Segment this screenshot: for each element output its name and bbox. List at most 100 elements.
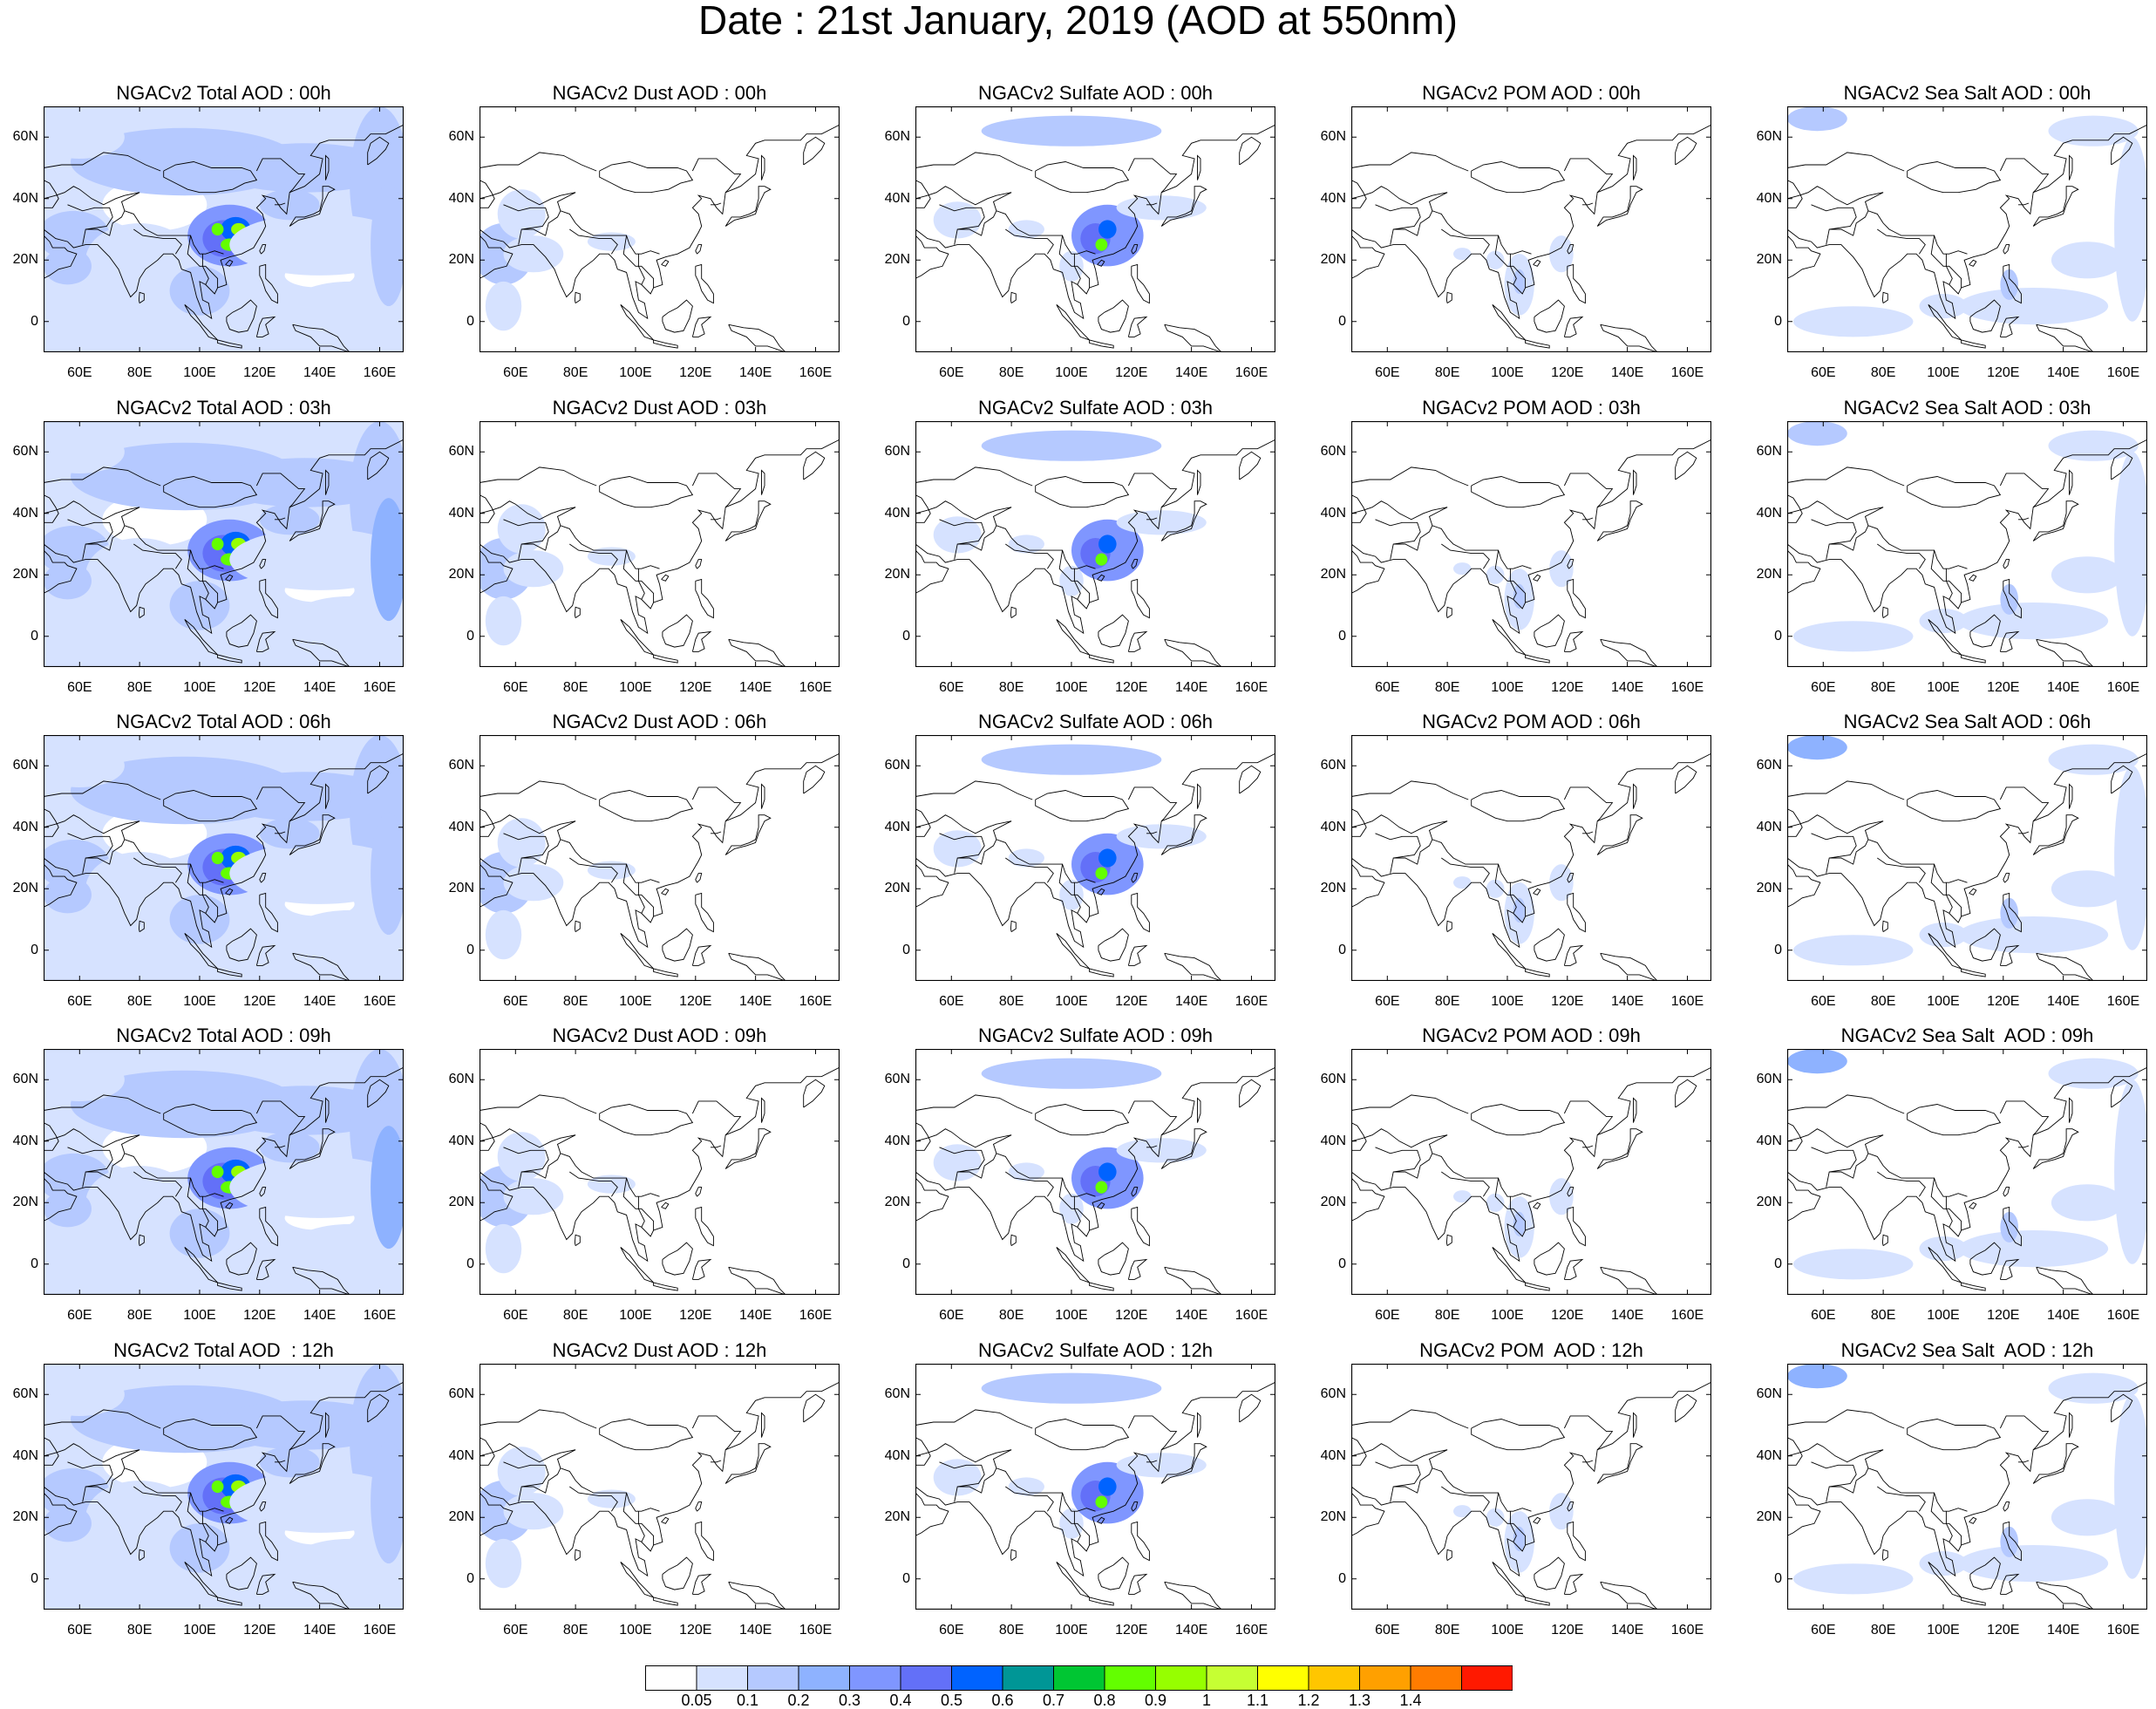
coastline bbox=[574, 1234, 581, 1246]
coastline bbox=[1010, 291, 1017, 303]
lon-tick-label: 100E bbox=[1055, 365, 1088, 380]
coastline bbox=[761, 1097, 765, 1123]
lat-tick-label: 0 bbox=[466, 1570, 474, 1586]
lat-tick-label: 60N bbox=[884, 129, 910, 145]
coastline bbox=[1146, 517, 1158, 521]
lat-tick-label: 60N bbox=[884, 444, 910, 460]
coastline bbox=[255, 473, 306, 508]
lat-tick-label: 40N bbox=[1756, 819, 1782, 834]
aod-region bbox=[44, 1190, 92, 1228]
coastline bbox=[44, 808, 59, 837]
coastline bbox=[1999, 630, 2020, 652]
lat-tick-label: 40N bbox=[884, 505, 910, 521]
colorbar-box bbox=[1461, 1665, 1513, 1691]
coastline bbox=[915, 235, 949, 279]
lon-tick-label: 160E bbox=[363, 994, 397, 1009]
lon-tick-label: 120E bbox=[679, 365, 712, 380]
coastline bbox=[724, 1128, 772, 1169]
lat-tick-label: 0 bbox=[1338, 1256, 1346, 1271]
coastline bbox=[1596, 1443, 1643, 1484]
coastline bbox=[915, 1443, 1012, 1463]
colorbar-box bbox=[1206, 1665, 1258, 1691]
coastline bbox=[133, 1171, 182, 1197]
coastline bbox=[1351, 549, 1385, 594]
map-panel: NGACv2 Sulfate AOD : 00h 60N 40N 20N 0 60E 80E… bbox=[872, 81, 1308, 391]
plot-frame bbox=[479, 735, 840, 981]
coastline bbox=[1351, 1381, 1711, 1577]
coastline bbox=[1098, 928, 1129, 962]
lat-tick-label: 20N bbox=[1756, 252, 1782, 268]
coastline bbox=[85, 525, 126, 551]
coastline bbox=[1787, 1409, 1905, 1429]
aod-region bbox=[2048, 115, 2139, 146]
aod-region bbox=[44, 430, 125, 473]
coastline bbox=[957, 1467, 997, 1494]
aod-region bbox=[1958, 288, 2109, 325]
coastline bbox=[1829, 839, 1869, 865]
coastline bbox=[569, 543, 618, 569]
lon-tick-label: 160E bbox=[363, 1308, 397, 1323]
aod-region bbox=[214, 772, 395, 821]
lon-tick-label: 160E bbox=[1670, 1308, 1704, 1323]
aod-region bbox=[1787, 106, 1847, 132]
lon-tick-label: 140E bbox=[738, 994, 772, 1009]
coastline bbox=[225, 1202, 234, 1209]
aod-region bbox=[2051, 242, 2124, 279]
lon-tick-label: 120E bbox=[1115, 680, 1148, 695]
coastline bbox=[1534, 614, 1565, 648]
coastline bbox=[225, 574, 234, 582]
lon-tick-label: 160E bbox=[363, 680, 397, 695]
coastline bbox=[1907, 1419, 2002, 1451]
coastline bbox=[2003, 1187, 2010, 1197]
coastline bbox=[479, 1492, 513, 1536]
lon-tick-label: 120E bbox=[679, 1308, 712, 1323]
coastline bbox=[724, 814, 772, 855]
coastline bbox=[479, 494, 495, 523]
aod-region bbox=[1549, 235, 1574, 273]
map-panel: NGACv2 POM AOD : 03h 60N 40N 20N 0 60E 80E 100E… bbox=[1308, 396, 1744, 705]
coastline bbox=[1351, 1066, 1711, 1263]
aod-region bbox=[44, 1372, 125, 1416]
lon-tick-label: 60E bbox=[503, 365, 528, 380]
coastline bbox=[1073, 254, 1081, 285]
colorbar-box bbox=[849, 1665, 901, 1691]
lat-tick-label: 60N bbox=[1756, 1386, 1782, 1402]
aod-region bbox=[1958, 1230, 2109, 1268]
coastline bbox=[67, 1461, 113, 1502]
panel-title: NGACv2 POM AOD : 03h bbox=[1422, 397, 1641, 419]
lon-tick-label: 160E bbox=[1670, 1623, 1704, 1638]
coastline bbox=[1089, 968, 1114, 977]
colorbar-box bbox=[696, 1665, 748, 1691]
coastline bbox=[939, 519, 985, 560]
coastline bbox=[1877, 543, 1926, 569]
coastline bbox=[2003, 263, 2022, 304]
coastline bbox=[120, 192, 224, 255]
coastline bbox=[367, 451, 390, 480]
lon-tick-label: 60E bbox=[67, 994, 92, 1009]
aod-region bbox=[289, 1538, 404, 1589]
coastline bbox=[1351, 500, 1448, 521]
map-plot bbox=[44, 421, 404, 667]
coastline bbox=[711, 1145, 722, 1148]
coastline bbox=[574, 606, 581, 618]
coastline bbox=[992, 1449, 1096, 1512]
lat-tick-label: 60N bbox=[448, 758, 474, 773]
coastline bbox=[1787, 1177, 1821, 1222]
coastline bbox=[1969, 1516, 1977, 1524]
aod-region bbox=[1486, 565, 1505, 584]
coastline bbox=[915, 186, 1012, 206]
coastline bbox=[1787, 439, 2147, 635]
aod-region bbox=[2000, 583, 2018, 615]
lon-tick-label: 60E bbox=[67, 1623, 92, 1638]
lon-tick-label: 160E bbox=[799, 994, 833, 1009]
coastline bbox=[695, 578, 714, 619]
lon-tick-label: 60E bbox=[939, 1308, 964, 1323]
coastline bbox=[939, 1147, 985, 1188]
aod-region bbox=[229, 1156, 404, 1218]
aod-region bbox=[44, 903, 185, 966]
lat-tick-label: 40N bbox=[1756, 1447, 1782, 1463]
lon-tick-label: 120E bbox=[1551, 1308, 1584, 1323]
coastline bbox=[1127, 316, 1148, 337]
coastline bbox=[915, 500, 1012, 521]
coastline bbox=[1525, 1597, 1550, 1606]
